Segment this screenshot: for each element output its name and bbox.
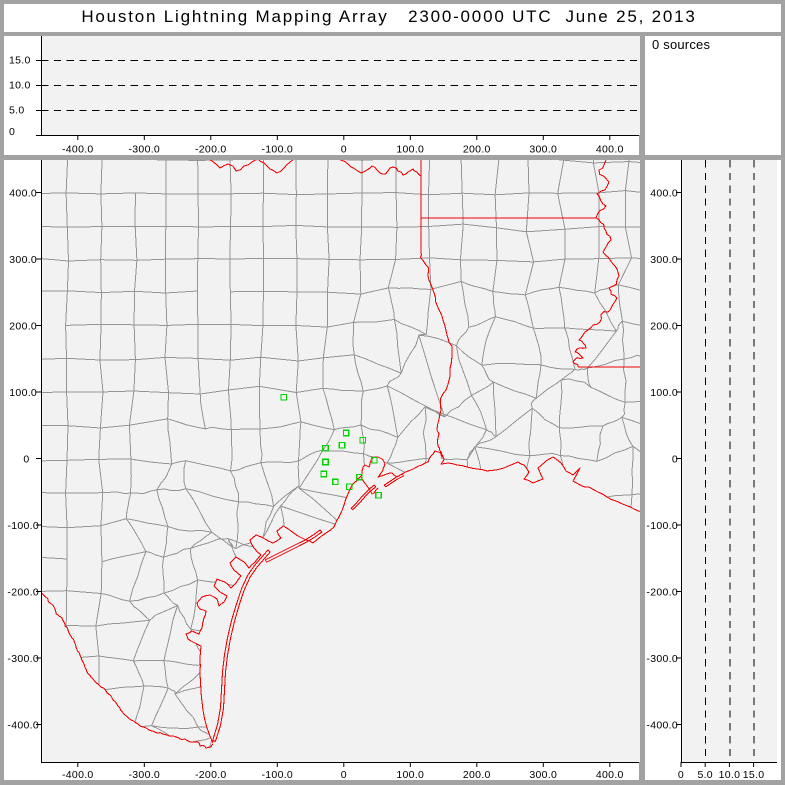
svg-text:0: 0 (9, 126, 15, 138)
svg-text:300.0: 300.0 (529, 144, 557, 156)
svg-text:-300.0: -300.0 (129, 144, 161, 156)
svg-text:10.0: 10.0 (719, 769, 741, 781)
svg-text:0: 0 (678, 769, 684, 781)
svg-text:0: 0 (341, 769, 347, 781)
svg-text:100.0: 100.0 (9, 387, 37, 399)
svg-text:-400.0: -400.0 (62, 769, 94, 781)
svg-text:300.0: 300.0 (9, 254, 37, 266)
svg-text:300.0: 300.0 (650, 254, 678, 266)
svg-text:5.0: 5.0 (9, 105, 25, 117)
svg-text:-100.0: -100.0 (646, 520, 678, 532)
svg-text:-100.0: -100.0 (262, 144, 294, 156)
svg-text:0 sources: 0 sources (652, 37, 710, 52)
svg-text:400.0: 400.0 (650, 187, 678, 199)
svg-text:400.0: 400.0 (596, 769, 624, 781)
svg-text:100.0: 100.0 (396, 769, 424, 781)
svg-text:-200.0: -200.0 (195, 144, 227, 156)
svg-text:0: 0 (23, 453, 29, 465)
svg-text:15.0: 15.0 (743, 769, 765, 781)
svg-text:-200.0: -200.0 (7, 586, 39, 598)
svg-text:100.0: 100.0 (650, 387, 678, 399)
svg-text:-400.0: -400.0 (7, 719, 39, 731)
svg-text:400.0: 400.0 (9, 187, 37, 199)
svg-text:-200.0: -200.0 (195, 769, 227, 781)
svg-text:-400.0: -400.0 (646, 719, 678, 731)
svg-text:0: 0 (341, 144, 347, 156)
svg-text:10.0: 10.0 (9, 80, 31, 92)
svg-text:-300.0: -300.0 (129, 769, 161, 781)
svg-text:15.0: 15.0 (9, 55, 31, 67)
svg-text:-300.0: -300.0 (646, 653, 678, 665)
svg-text:-100.0: -100.0 (262, 769, 294, 781)
svg-text:-200.0: -200.0 (646, 586, 678, 598)
svg-text:Houston Lightning Mapping Arra: Houston Lightning Mapping Array 2300-000… (81, 7, 696, 26)
svg-text:-400.0: -400.0 (62, 144, 94, 156)
svg-text:200.0: 200.0 (463, 769, 491, 781)
svg-text:200.0: 200.0 (9, 320, 37, 332)
svg-text:300.0: 300.0 (529, 769, 557, 781)
svg-text:400.0: 400.0 (596, 144, 624, 156)
svg-text:0: 0 (672, 453, 678, 465)
svg-text:200.0: 200.0 (463, 144, 491, 156)
svg-text:200.0: 200.0 (650, 320, 678, 332)
svg-text:5.0: 5.0 (697, 769, 713, 781)
svg-text:-100.0: -100.0 (7, 520, 39, 532)
svg-text:100.0: 100.0 (396, 144, 424, 156)
svg-text:-300.0: -300.0 (7, 653, 39, 665)
